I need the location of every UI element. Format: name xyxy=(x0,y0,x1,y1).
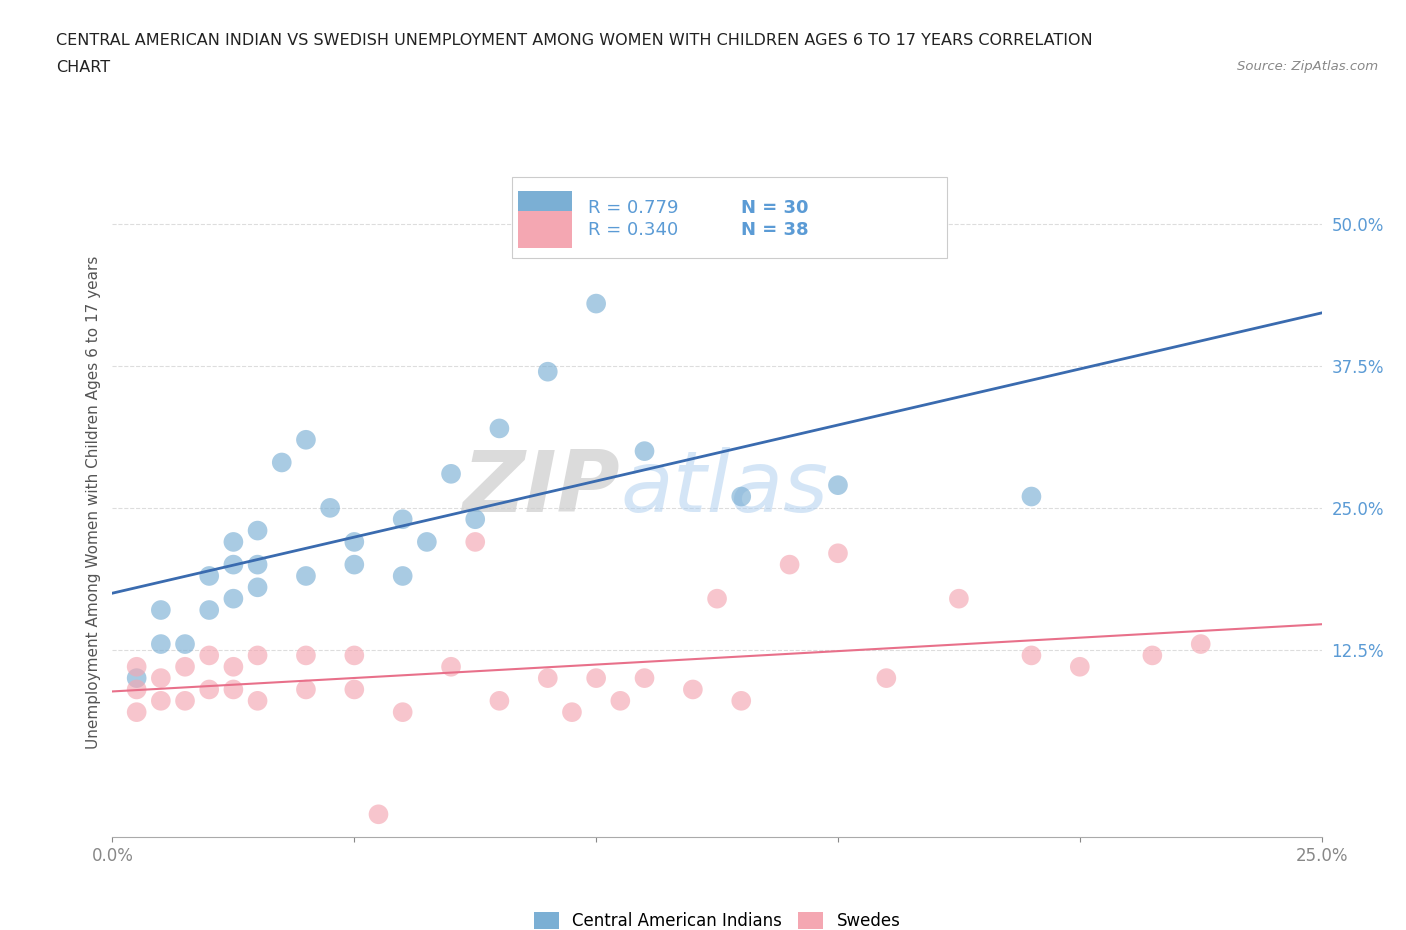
Point xyxy=(246,580,269,595)
Point xyxy=(149,637,172,652)
Text: Source: ZipAtlas.com: Source: ZipAtlas.com xyxy=(1237,60,1378,73)
Point xyxy=(537,671,560,685)
Point xyxy=(125,671,148,685)
Point xyxy=(537,365,560,379)
Text: N = 38: N = 38 xyxy=(741,220,808,239)
Point xyxy=(174,694,197,709)
Point xyxy=(1069,659,1091,674)
Point xyxy=(222,591,245,606)
Point xyxy=(779,557,801,572)
Text: atlas: atlas xyxy=(620,447,828,530)
Point xyxy=(246,648,269,663)
Point xyxy=(343,682,366,697)
Text: ZIP: ZIP xyxy=(463,447,620,530)
Point xyxy=(222,659,245,674)
FancyBboxPatch shape xyxy=(517,211,572,247)
Point xyxy=(295,682,318,697)
Point xyxy=(633,671,655,685)
Point xyxy=(416,535,439,550)
Point xyxy=(222,682,245,697)
Point xyxy=(295,432,318,447)
Point xyxy=(633,444,655,458)
Point xyxy=(1021,489,1043,504)
Point xyxy=(174,637,197,652)
Point xyxy=(1189,637,1212,652)
Point xyxy=(706,591,728,606)
Point xyxy=(391,705,413,720)
Point xyxy=(609,694,631,709)
Point xyxy=(488,694,510,709)
FancyBboxPatch shape xyxy=(512,178,946,258)
Point xyxy=(198,568,221,583)
Point xyxy=(319,500,342,515)
Point xyxy=(125,659,148,674)
Point xyxy=(198,682,221,697)
Point xyxy=(125,682,148,697)
Point xyxy=(149,694,172,709)
FancyBboxPatch shape xyxy=(517,191,572,228)
Point xyxy=(149,671,172,685)
Point xyxy=(464,535,486,550)
Point xyxy=(440,659,463,674)
Text: N = 30: N = 30 xyxy=(741,199,808,217)
Point xyxy=(730,694,752,709)
Point xyxy=(827,478,849,493)
Point xyxy=(682,682,704,697)
Point xyxy=(948,591,970,606)
Point xyxy=(246,524,269,538)
Point xyxy=(391,568,413,583)
Point xyxy=(1021,648,1043,663)
Point xyxy=(198,603,221,618)
Text: R = 0.779: R = 0.779 xyxy=(588,199,678,217)
Text: R = 0.340: R = 0.340 xyxy=(588,220,678,239)
Point xyxy=(875,671,897,685)
Point xyxy=(125,705,148,720)
Point xyxy=(585,671,607,685)
Point xyxy=(149,603,172,618)
Point xyxy=(561,705,583,720)
Point xyxy=(270,455,292,470)
Point xyxy=(730,489,752,504)
Point xyxy=(295,568,318,583)
Point xyxy=(1142,648,1164,663)
Point xyxy=(827,546,849,561)
Point xyxy=(222,535,245,550)
Point xyxy=(585,296,607,311)
Point xyxy=(295,648,318,663)
Point xyxy=(198,648,221,663)
Point xyxy=(440,466,463,481)
Point xyxy=(222,557,245,572)
Point xyxy=(246,557,269,572)
Point xyxy=(367,807,389,822)
Point xyxy=(246,694,269,709)
Legend: Central American Indians, Swedes: Central American Indians, Swedes xyxy=(527,906,907,930)
Point xyxy=(174,659,197,674)
Point xyxy=(488,421,510,436)
Y-axis label: Unemployment Among Women with Children Ages 6 to 17 years: Unemployment Among Women with Children A… xyxy=(86,256,101,749)
Point xyxy=(343,648,366,663)
Point xyxy=(464,512,486,526)
Text: CHART: CHART xyxy=(56,60,110,75)
Text: CENTRAL AMERICAN INDIAN VS SWEDISH UNEMPLOYMENT AMONG WOMEN WITH CHILDREN AGES 6: CENTRAL AMERICAN INDIAN VS SWEDISH UNEMP… xyxy=(56,33,1092,47)
Point xyxy=(343,535,366,550)
Point xyxy=(343,557,366,572)
Point xyxy=(391,512,413,526)
